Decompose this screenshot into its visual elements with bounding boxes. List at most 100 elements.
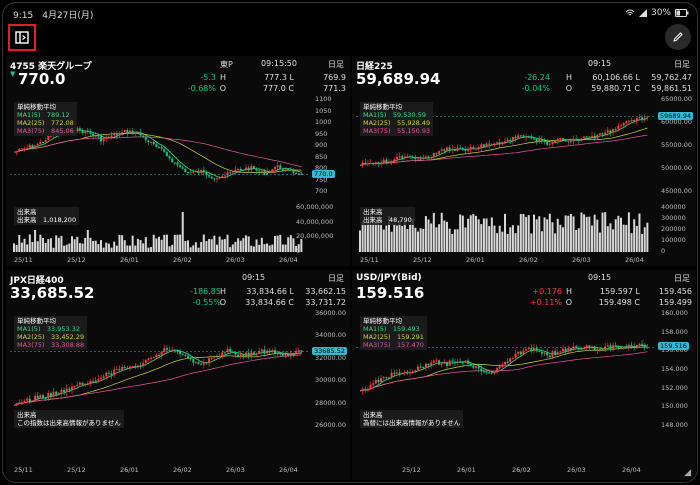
candle-body bbox=[258, 351, 261, 354]
candle-body bbox=[409, 156, 412, 158]
volume-bar bbox=[567, 215, 570, 252]
candle-body bbox=[398, 372, 401, 374]
candle-body bbox=[49, 135, 52, 137]
chart-panel-rakuten[interactable]: 4755 楽天グループ ▼ 770.0 東P 09:15:50 日足 -5.3 -0.68% H… bbox=[6, 56, 350, 266]
volume-bar bbox=[76, 236, 79, 252]
candle-body bbox=[604, 346, 607, 350]
candle-body bbox=[522, 350, 525, 355]
y-tick-label: 34000.00 bbox=[315, 331, 347, 340]
candle-body bbox=[218, 355, 221, 357]
candle-body bbox=[456, 147, 459, 151]
volume-bar bbox=[535, 219, 538, 252]
candle-body bbox=[200, 170, 203, 173]
candlestick-chart[interactable] bbox=[10, 312, 310, 432]
ma3-value: 55,150.93 bbox=[397, 127, 431, 135]
chart-panel-jpx400[interactable]: JPX日経400 33,685.52 09:15 日足 -186.85 -0.55% H O 3… bbox=[6, 270, 350, 480]
candle-body bbox=[635, 117, 638, 122]
candle-body bbox=[380, 378, 383, 383]
candle-body bbox=[459, 147, 462, 149]
ma2-label: MA2(25) bbox=[17, 119, 45, 127]
candle-body bbox=[585, 136, 588, 138]
ma1-value: 789.12 bbox=[46, 111, 70, 119]
candle-body bbox=[197, 362, 200, 364]
candle-body bbox=[97, 135, 100, 137]
edit-button[interactable] bbox=[665, 24, 691, 50]
volume-bar bbox=[63, 245, 66, 252]
volume-bar bbox=[617, 215, 620, 252]
candle-body bbox=[530, 347, 533, 351]
volume-bar bbox=[221, 239, 224, 252]
candle-body bbox=[369, 162, 372, 164]
candlestick-chart[interactable] bbox=[10, 98, 310, 198]
battery-percent: 30% bbox=[650, 8, 671, 18]
candle-body bbox=[572, 346, 575, 350]
ma2-legend: MA2(25) 772.08 bbox=[17, 119, 74, 127]
x-tick-label: 25/11 bbox=[14, 256, 33, 264]
down-arrow-icon: ▼ bbox=[10, 70, 16, 78]
candle-body bbox=[377, 379, 380, 383]
chart-panel-usdjpy[interactable]: USD/JPY(Bid) 159.516 09:15 日足 +0.176 +0.11% H O… bbox=[352, 270, 696, 480]
volume-tick-label: 60,000,000 bbox=[296, 203, 334, 211]
candle-body bbox=[20, 148, 23, 150]
volume-bar bbox=[411, 218, 414, 252]
update-time: 09:15:50 bbox=[261, 59, 297, 68]
candle-body bbox=[258, 170, 261, 172]
candle-body bbox=[388, 161, 390, 163]
chart-panel-nikkei225[interactable]: 日経225 59,689.94 09:15 日足 -26.24 -0.04% H O 60,10… bbox=[352, 56, 696, 266]
volume-bar bbox=[514, 233, 517, 252]
y-tick-label: 800 bbox=[315, 164, 328, 172]
candle-body bbox=[448, 147, 451, 151]
candle-body bbox=[593, 135, 596, 139]
candle-body bbox=[192, 358, 195, 363]
sidebar-toggle-button[interactable] bbox=[8, 24, 36, 51]
candle-body bbox=[202, 170, 205, 172]
volume-bar bbox=[242, 238, 245, 252]
candle-body bbox=[622, 123, 625, 126]
candle-body bbox=[372, 162, 375, 165]
candle-body bbox=[527, 136, 530, 138]
x-tick-label: 25/12 bbox=[67, 466, 86, 474]
candle-body bbox=[498, 365, 501, 369]
ma2-value: 772.08 bbox=[51, 119, 74, 127]
volume-bar bbox=[630, 233, 633, 252]
candle-body bbox=[123, 366, 126, 368]
candlestick-chart[interactable] bbox=[356, 98, 656, 198]
volume-bar bbox=[276, 235, 279, 252]
candle-body bbox=[165, 152, 168, 156]
ma-legend-title: 単純移動平均 bbox=[17, 317, 56, 325]
candle-body bbox=[601, 133, 604, 135]
candle-body bbox=[105, 136, 108, 139]
ma-legend: 単純移動平均 MA1(5) 59,530.59 MA2(25) 55,928.4… bbox=[360, 102, 434, 136]
candle-body bbox=[548, 355, 551, 358]
exchange-label: 東P bbox=[220, 60, 233, 69]
candle-body bbox=[36, 395, 39, 399]
candle-body bbox=[562, 138, 564, 140]
volume-bar bbox=[472, 214, 475, 252]
candle-body bbox=[300, 350, 303, 352]
candle-body bbox=[171, 349, 174, 351]
candle-body bbox=[155, 355, 158, 358]
candle-body bbox=[424, 363, 427, 369]
ma1-value: 33,953.32 bbox=[46, 325, 80, 333]
candle-body bbox=[250, 166, 253, 171]
volume-bar bbox=[385, 225, 388, 252]
volume-bar bbox=[635, 225, 638, 252]
close-value: 159.499 bbox=[658, 298, 692, 307]
volume-tick-label: 100000 bbox=[661, 236, 686, 244]
candle-body bbox=[446, 362, 448, 366]
candle-body bbox=[194, 362, 197, 364]
x-tick-label: 26/02 bbox=[512, 466, 531, 474]
volume-bar bbox=[52, 247, 55, 252]
volume-bar bbox=[488, 226, 491, 252]
ma1-legend: MA1(5) 159.493 bbox=[363, 325, 424, 333]
candle-body bbox=[68, 388, 71, 391]
candle-body bbox=[42, 395, 44, 398]
volume-bar bbox=[97, 244, 100, 252]
ma1-line bbox=[13, 349, 302, 406]
candle-body bbox=[480, 144, 483, 148]
x-tick-label: 26/03 bbox=[567, 466, 586, 474]
volume-bar bbox=[588, 216, 591, 252]
candle-body bbox=[31, 400, 34, 402]
x-tick-label: 26/02 bbox=[173, 466, 192, 474]
candle-body bbox=[583, 136, 586, 139]
